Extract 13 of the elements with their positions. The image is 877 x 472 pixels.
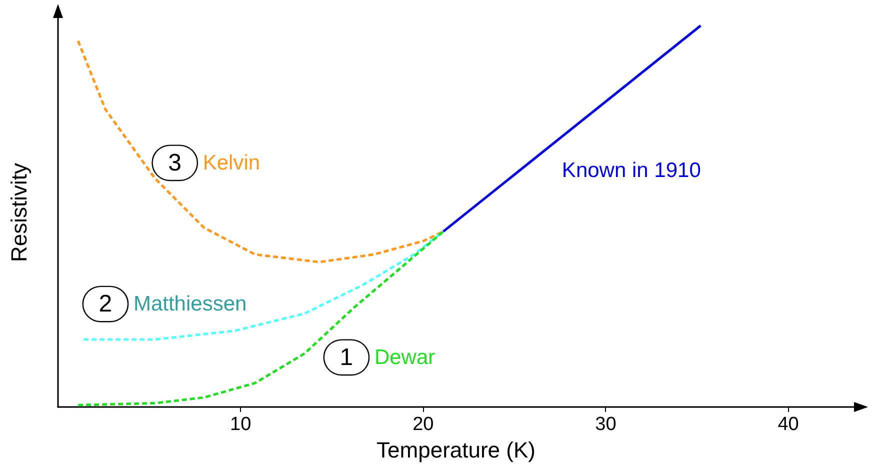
annotation: 3 [168, 149, 182, 176]
x-tick-label: 10 [230, 414, 252, 435]
series-label: Kelvin [202, 151, 260, 174]
x-tick-label: 30 [595, 414, 616, 435]
y-axis-title: Resistivity [6, 162, 32, 262]
x-tick-label: 40 [778, 414, 799, 435]
annotation: 1 [340, 344, 354, 371]
series-label: Known in 1910 [562, 159, 701, 182]
x-axis-title: Temperature (K) [376, 437, 536, 462]
series-label: Dewar [374, 346, 436, 369]
series-label: Matthiessen [133, 292, 247, 316]
annotation: 2 [98, 290, 112, 318]
x-tick-label: 20 [412, 414, 434, 435]
